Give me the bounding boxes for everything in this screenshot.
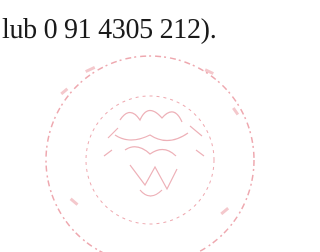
- page: {"document": {"text_line": "lub 0 91 430…: [0, 0, 276, 252]
- stamp-emblem: [104, 110, 204, 196]
- text-line: lub 0 91 4305 212).: [2, 14, 216, 46]
- stamp-edge-marks: [60, 66, 239, 215]
